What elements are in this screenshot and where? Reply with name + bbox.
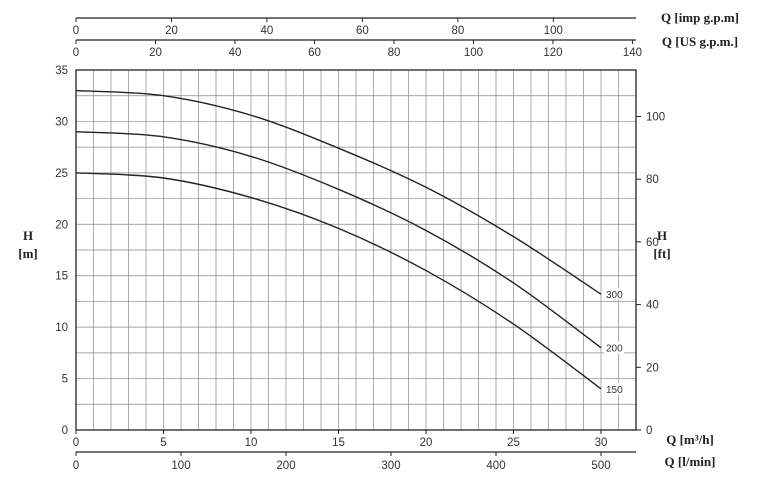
x-imp-tick-label: 0 [73,25,79,37]
x-us-tick-label: 140 [623,47,642,59]
x-us-tick-label: 80 [388,47,401,59]
x-imp-tick-label: 80 [451,25,464,37]
curve-label-300: 300 [606,290,623,301]
x-imp-tick-label: 100 [544,25,563,37]
x-bottom-tick-label: 10 [245,437,258,449]
x-bottom-tick-label: 25 [507,437,520,449]
right-axis-label-unit: [ft] [653,246,670,261]
x-lmin-tick-label: 300 [381,460,400,472]
y-right-tick-label: 0 [646,425,652,437]
y-right-tick-label: 60 [646,237,659,249]
curve-150 [75,172,602,390]
x-us-tick-label: 20 [149,47,162,59]
y-left-tick-label: 20 [55,219,68,231]
y-right-tick-label: 40 [646,300,659,312]
top-secondary-axis-label: Q [imp g.p.m] [661,10,739,25]
x-bottom-tick-label: 30 [595,437,608,449]
x-lmin-tick-label: 100 [171,460,190,472]
y-left-tick-label: 30 [55,116,68,128]
x-us-tick-label: 60 [308,47,321,59]
x-bottom-tick-label: 5 [160,437,166,449]
bottom-primary-axis-label: Q [m³/h] [666,432,714,447]
curve-300 [75,89,602,295]
y-left-tick-label: 35 [55,65,68,77]
x-lmin-tick-label: 200 [276,460,295,472]
top-primary-axis-label: Q [US g.p.m.] [662,34,738,49]
curves: 300 200 150 [75,89,624,396]
plot-frame [75,69,637,431]
curve-200 [75,131,602,349]
x-us-tick-label: 40 [229,47,242,59]
y-right-tick-label: 80 [646,174,659,186]
x-imp-tick-label: 60 [356,25,369,37]
curve-label-bg [604,341,624,354]
x-us-tick-label: 0 [73,47,79,59]
x-lmin-tick-label: 500 [591,460,610,472]
x-bottom-tick-label: 15 [332,437,345,449]
y-left-tick-label: 0 [62,425,68,437]
curve-label-bg [604,382,624,395]
curve-label-bg [604,288,624,301]
curve-label-150: 150 [606,385,623,396]
x-imp-tick-label: 40 [261,25,274,37]
y-right-tick-label: 20 [646,362,659,374]
y-left-tick-label: 10 [55,322,68,334]
x-us-tick-label: 120 [543,47,562,59]
x-lmin-tick-label: 0 [73,460,79,472]
grid [76,70,636,430]
curve-label-200: 200 [606,344,623,355]
y-right-tick-label: 100 [646,111,665,123]
x-us-tick-label: 100 [464,47,483,59]
right-axis-label-h: H [657,228,667,243]
left-axis-label-unit: [m] [18,246,38,261]
x-lmin-tick-label: 400 [486,460,505,472]
x-bottom-tick-label: 20 [420,437,433,449]
y-left-tick-label: 25 [55,168,68,180]
bottom-secondary-axis-label: Q [l/min] [665,454,716,469]
y-left-tick-label: 5 [62,374,68,386]
x-bottom-tick-label: 0 [73,437,79,449]
left-axis-label-h: H [23,228,33,243]
y-left-tick-label: 15 [55,271,68,283]
x-imp-tick-label: 20 [165,25,178,37]
